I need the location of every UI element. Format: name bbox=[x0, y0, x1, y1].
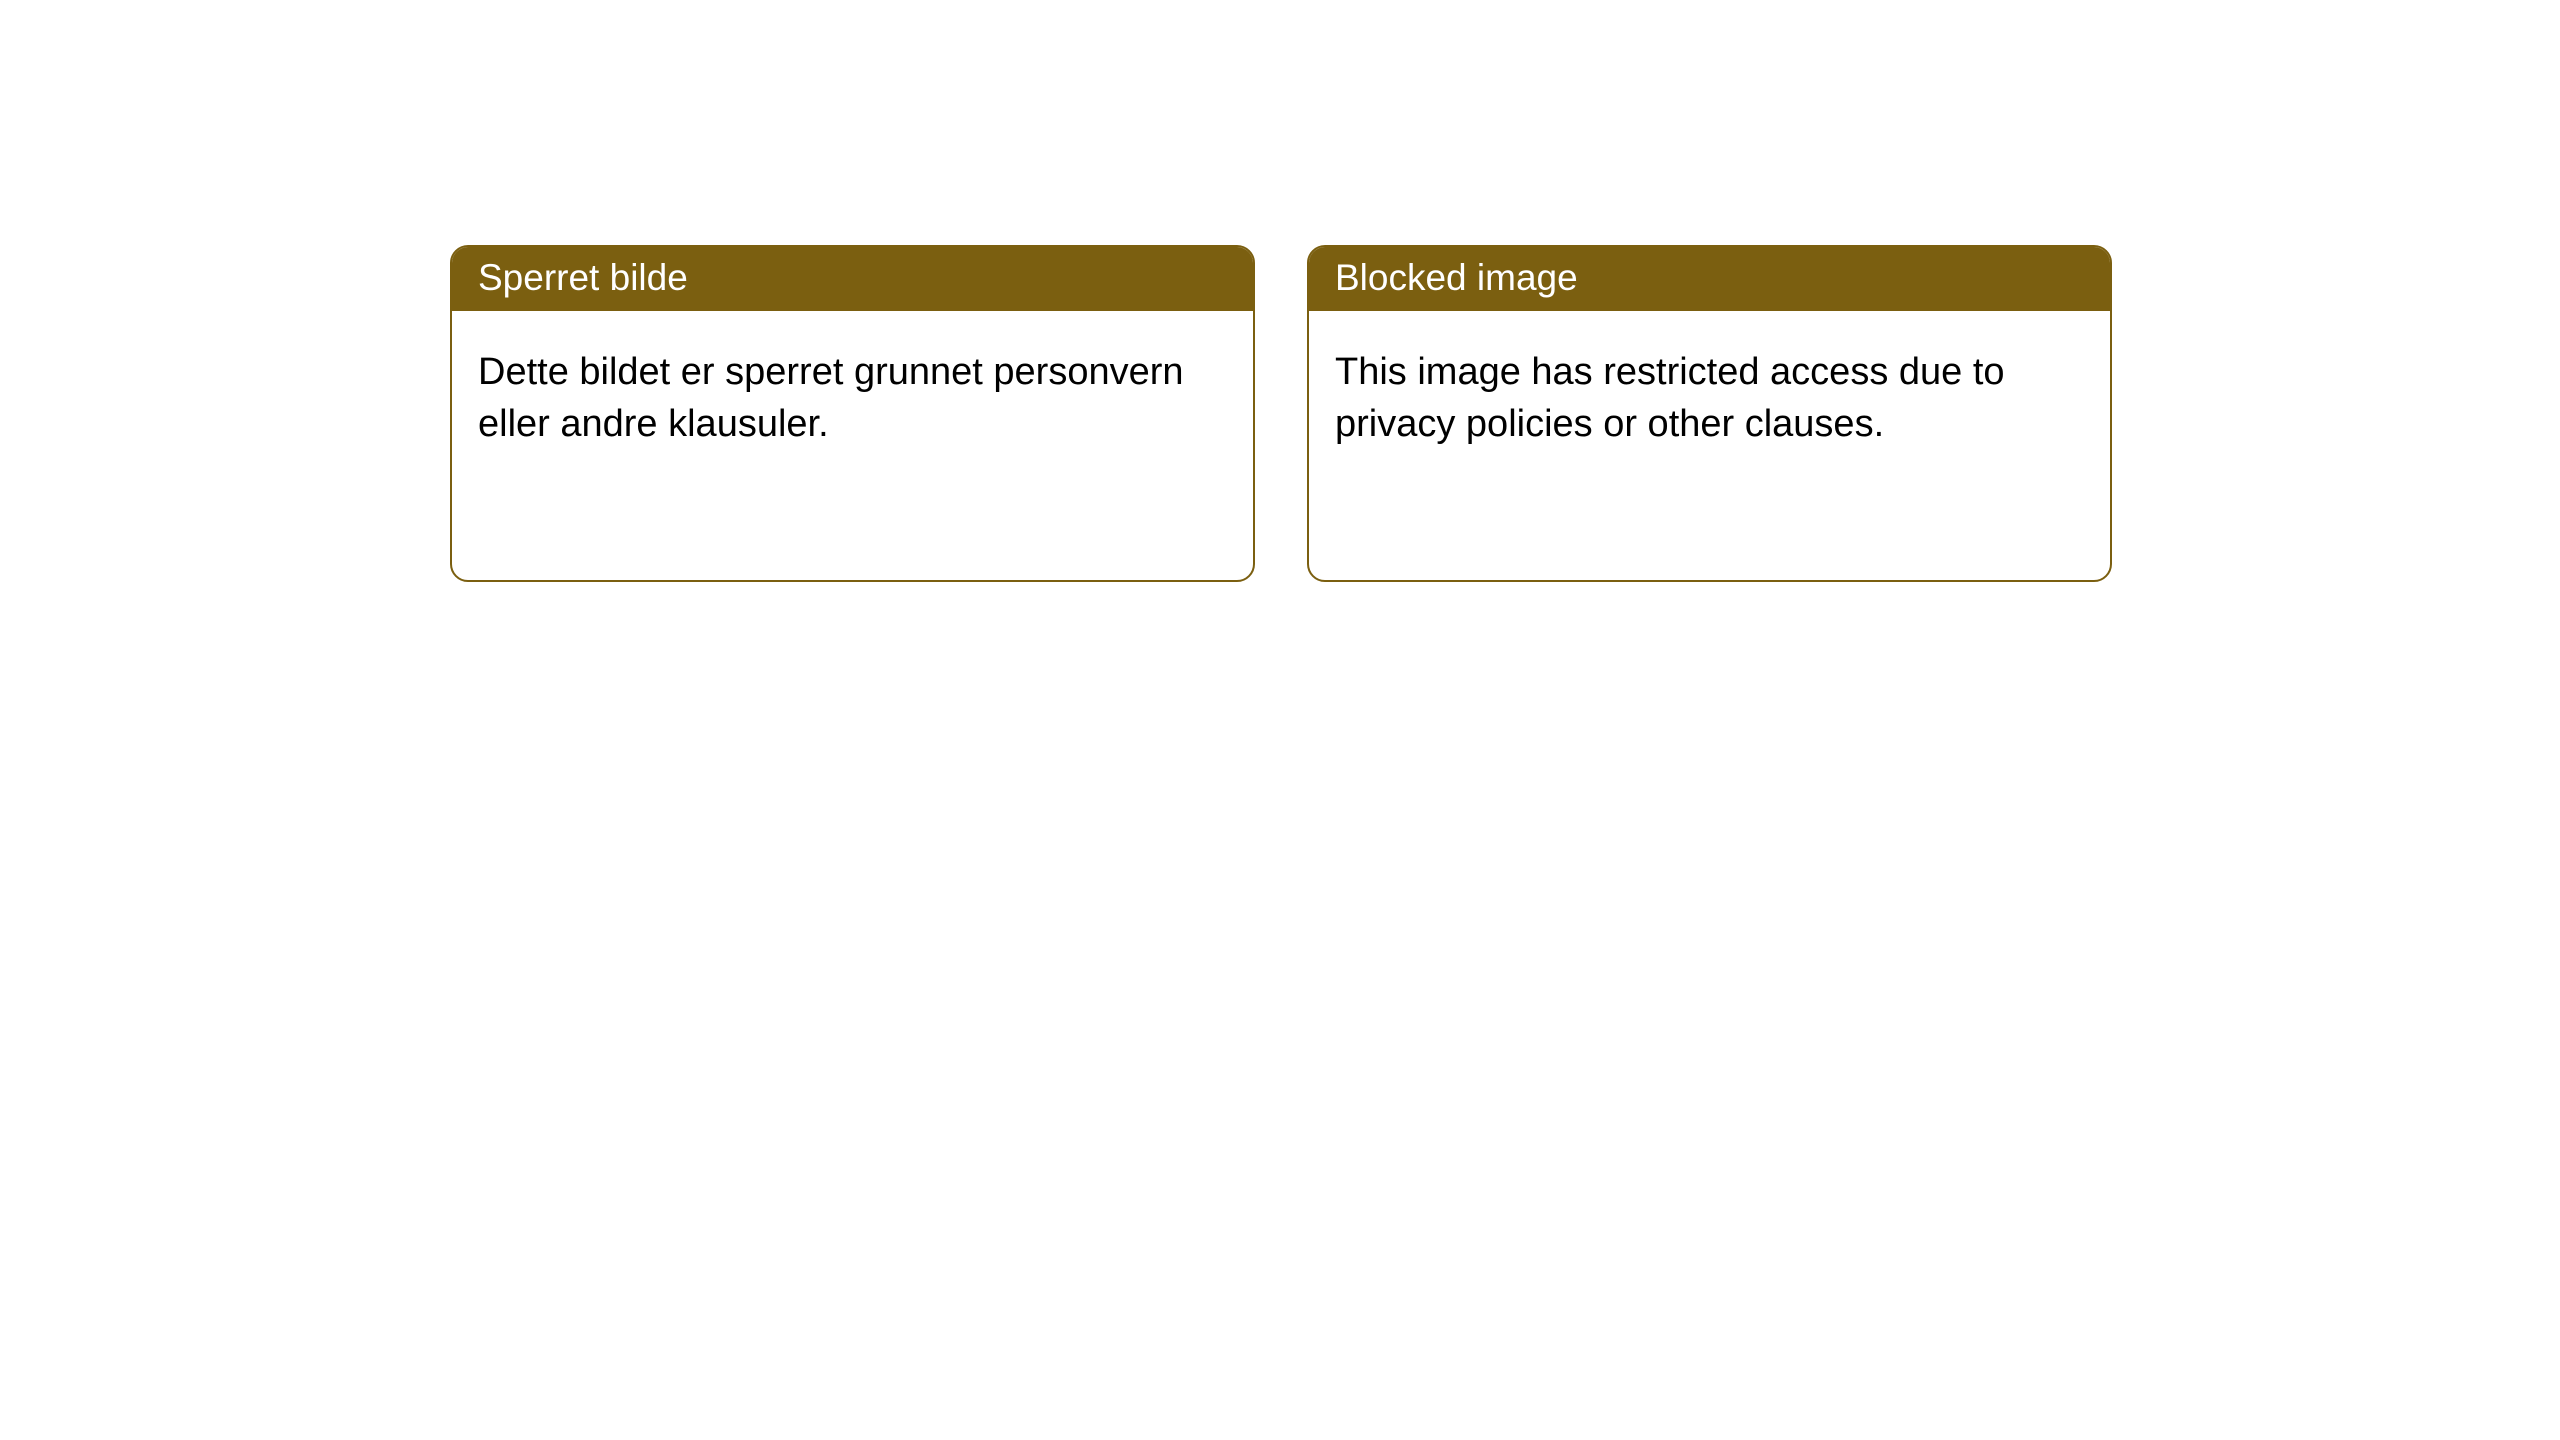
card-title-norwegian: Sperret bilde bbox=[478, 257, 688, 298]
card-norwegian: Sperret bilde Dette bildet er sperret gr… bbox=[450, 245, 1255, 582]
card-title-english: Blocked image bbox=[1335, 257, 1578, 298]
cards-container: Sperret bilde Dette bildet er sperret gr… bbox=[450, 245, 2560, 582]
card-header-norwegian: Sperret bilde bbox=[452, 247, 1253, 311]
card-english: Blocked image This image has restricted … bbox=[1307, 245, 2112, 582]
card-body-norwegian: Dette bildet er sperret grunnet personve… bbox=[452, 311, 1253, 486]
card-header-english: Blocked image bbox=[1309, 247, 2110, 311]
card-body-english: This image has restricted access due to … bbox=[1309, 311, 2110, 486]
card-body-text-english: This image has restricted access due to … bbox=[1335, 351, 2005, 445]
card-body-text-norwegian: Dette bildet er sperret grunnet personve… bbox=[478, 351, 1184, 445]
